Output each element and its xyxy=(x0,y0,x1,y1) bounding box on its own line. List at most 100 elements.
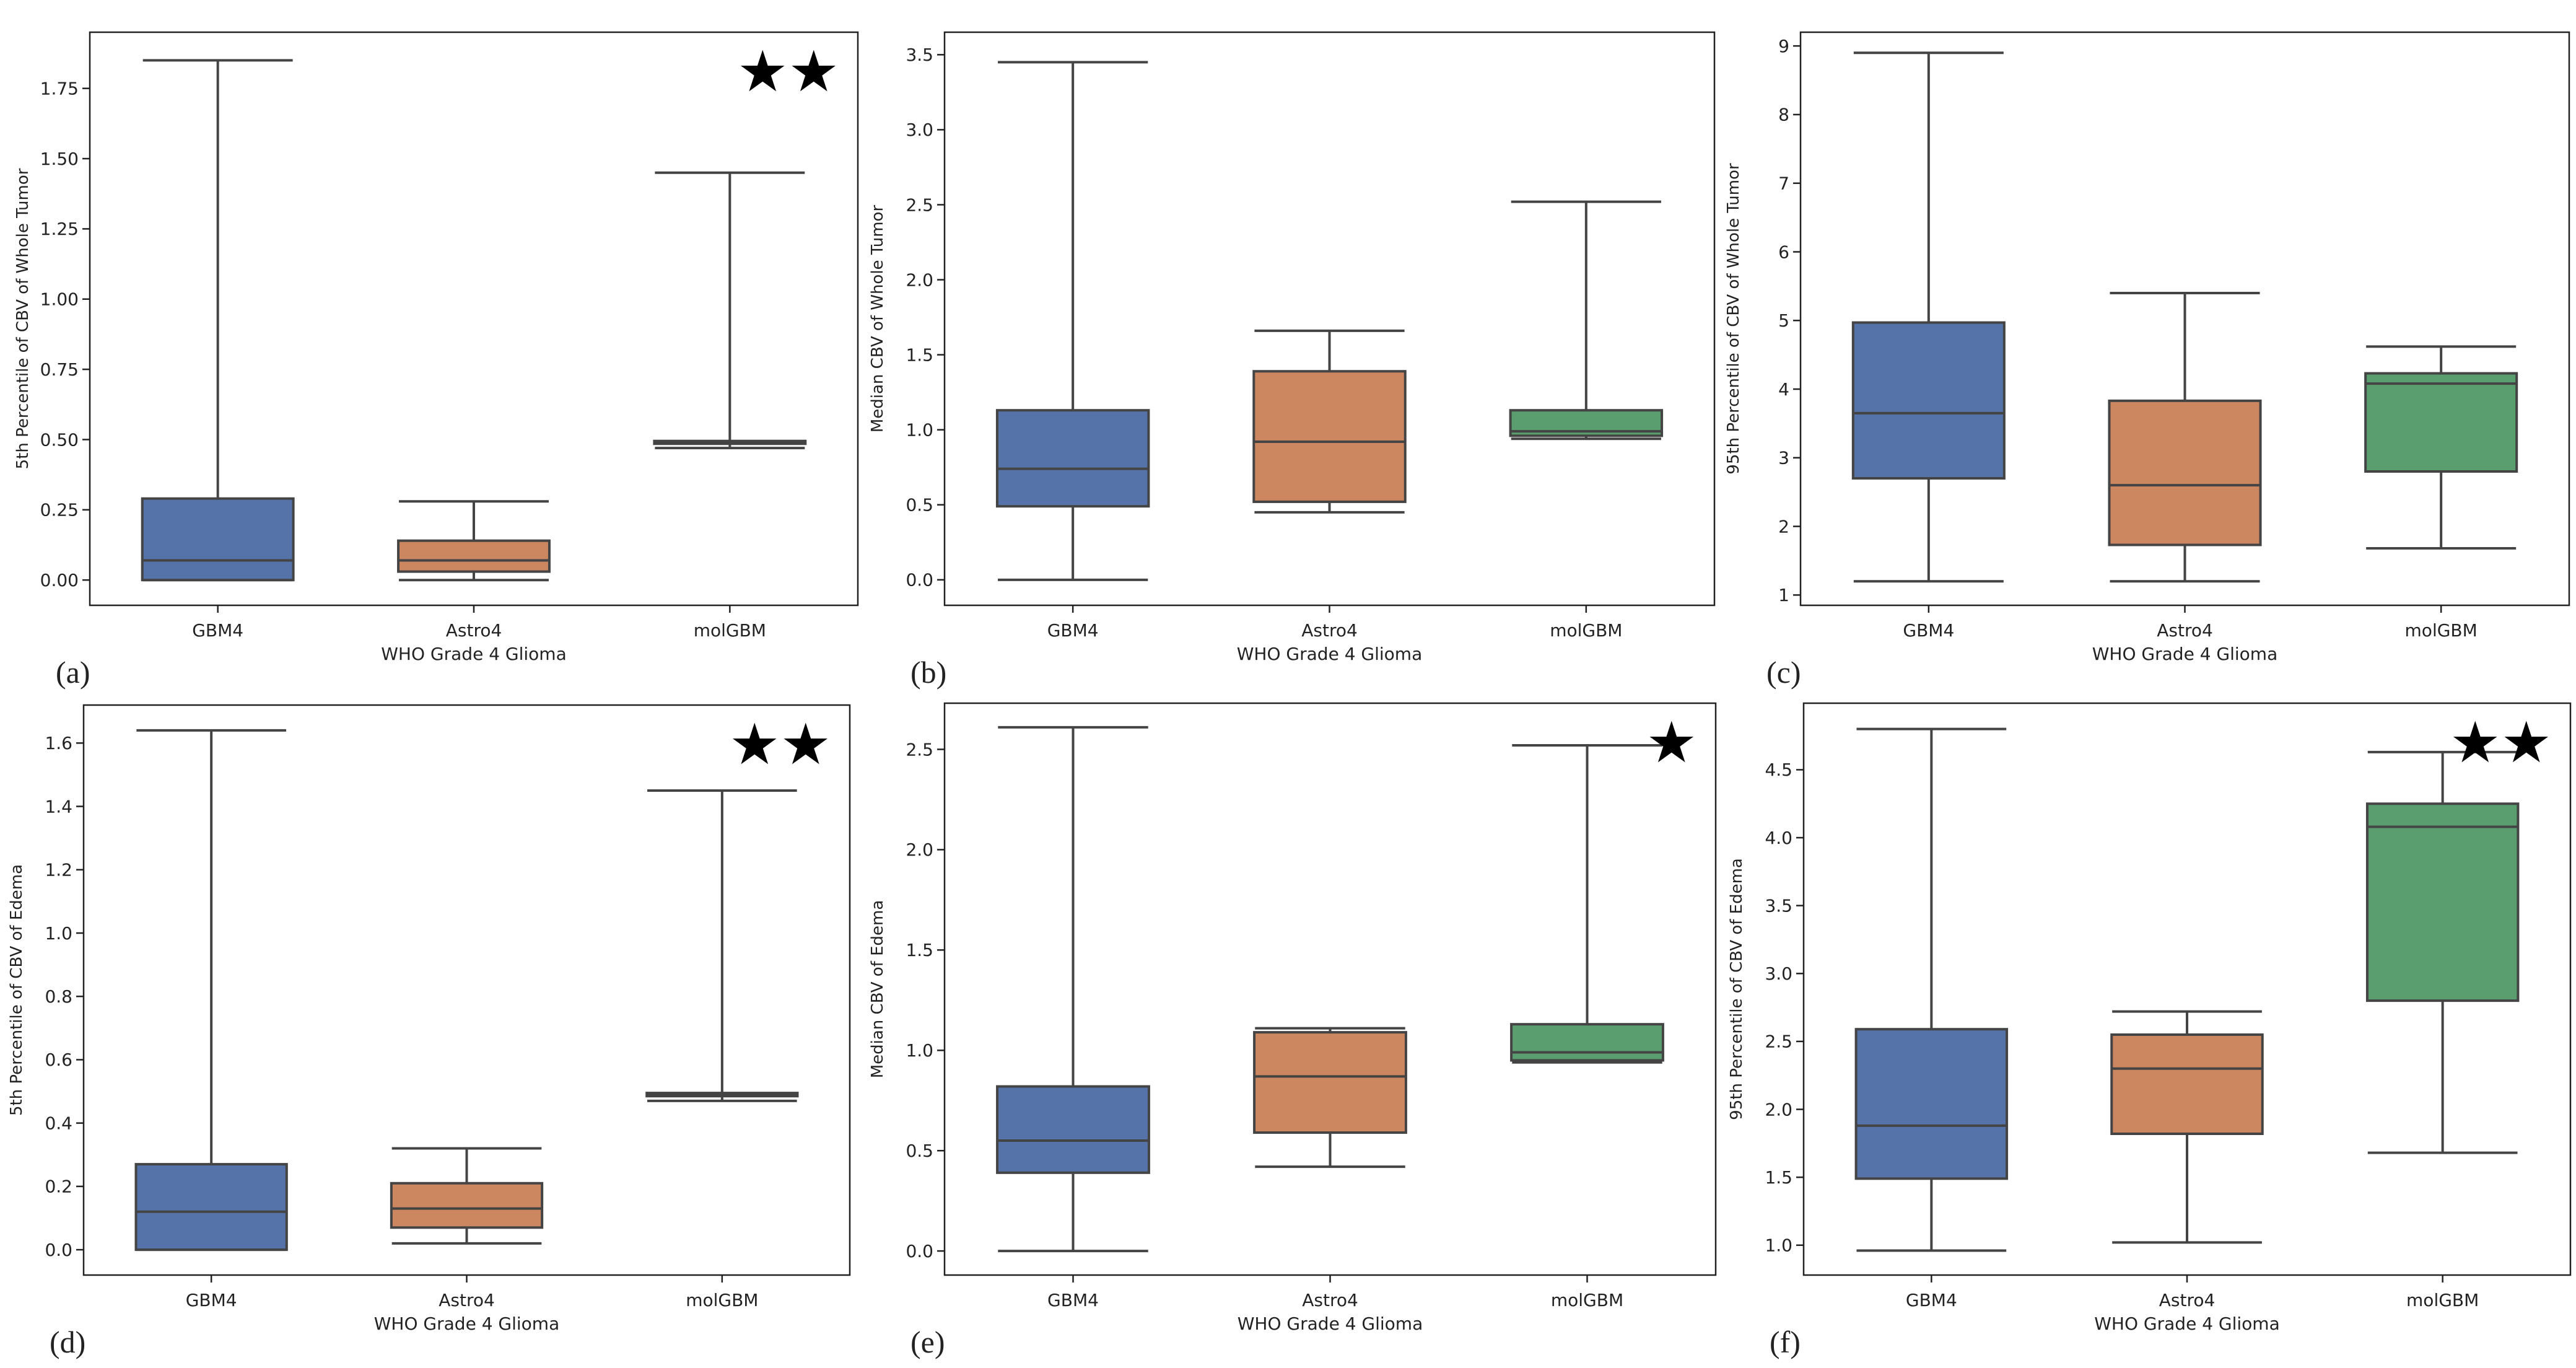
y-tick-label: 5 xyxy=(1778,310,1789,331)
y-tick-label: 3.0 xyxy=(1765,963,1792,984)
plot-frame xyxy=(943,31,1716,607)
x-axis-label: WHO Grade 4 Glioma xyxy=(2092,644,2277,664)
y-tick-label: 4 xyxy=(1778,379,1789,400)
y-axis-label: 95th Percentile of CBV of Edema xyxy=(1727,858,1746,1120)
iqr-box xyxy=(996,1085,1150,1174)
y-axis-label: 95th Percentile of CBV of Whole Tumor xyxy=(1724,163,1743,475)
y-tick-label: 2.0 xyxy=(906,840,933,860)
y-tick-label: 0.5 xyxy=(906,495,933,515)
y-tick-label: 3 xyxy=(1778,448,1789,468)
iqr-box xyxy=(141,497,295,582)
x-tick-label: GBM4 xyxy=(1047,620,1099,641)
iqr-box xyxy=(1253,1031,1407,1134)
iqr-box xyxy=(995,409,1150,508)
significance-stars: ★★ xyxy=(2450,709,2552,776)
panel-label: (a) xyxy=(56,655,90,690)
box-gbm4 xyxy=(134,729,288,1252)
y-tick-label: 4.5 xyxy=(1765,760,1792,780)
y-tick-label: 1.0 xyxy=(906,1040,933,1061)
box-molgbm xyxy=(653,171,807,450)
y-tick-label: 0.6 xyxy=(45,1050,72,1070)
x-tick-label: GBM4 xyxy=(1047,1290,1099,1310)
y-tick-label: 1 xyxy=(1778,585,1789,605)
y-tick-label: 1.5 xyxy=(1765,1167,1792,1188)
y-tick-label: 1.5 xyxy=(906,940,933,960)
y-axis-label: 5th Percentile of CBV of Whole Tumor xyxy=(14,168,32,469)
y-tick-label: 2.0 xyxy=(906,270,933,290)
y-tick-label: 2.5 xyxy=(906,739,933,760)
iqr-box xyxy=(2110,1033,2264,1135)
y-tick-label: 1.25 xyxy=(40,219,79,239)
box-astro4 xyxy=(2108,291,2262,583)
x-tick-label: GBM4 xyxy=(192,620,243,641)
chart-panel: 1 2 3 4 5 6 7 8 9 GBM4 Astro4 molGBM WHO Grade 4 Gli… xyxy=(1724,31,2570,690)
box-astro4 xyxy=(2110,1010,2264,1244)
box-molgbm xyxy=(2364,345,2518,550)
y-tick-label: 8 xyxy=(1778,105,1789,125)
panel-label: (c) xyxy=(1766,655,1801,690)
panel-label: (d) xyxy=(50,1325,85,1359)
y-tick-label: 1.0 xyxy=(906,419,933,440)
chart-panel: 0.0 0.2 0.4 0.6 0.8 1.0 1.2 1.4 1.6 GBM4 Astro4 mol… xyxy=(7,704,851,1359)
box-gbm4 xyxy=(995,61,1150,581)
y-tick-label: 0.0 xyxy=(45,1240,72,1260)
box-gbm4 xyxy=(996,726,1150,1253)
y-tick-label: 0.25 xyxy=(40,500,79,520)
y-tick-label: 0.2 xyxy=(45,1177,72,1197)
y-tick-label: 1.75 xyxy=(40,78,79,99)
y-tick-label: 2 xyxy=(1778,516,1789,537)
x-tick-label: GBM4 xyxy=(1903,620,1954,641)
box-molgbm xyxy=(1509,200,1664,441)
y-tick-label: 3.0 xyxy=(906,120,933,140)
x-axis-label: WHO Grade 4 Glioma xyxy=(1238,1313,1423,1334)
y-tick-label: 0.5 xyxy=(906,1141,933,1161)
box-astro4 xyxy=(390,1147,544,1245)
box-astro4 xyxy=(1253,1027,1407,1168)
x-tick-label: molGBM xyxy=(1551,1290,1623,1310)
iqr-box xyxy=(1510,1023,1664,1062)
x-tick-label: molGBM xyxy=(1550,620,1622,641)
y-tick-label: 7 xyxy=(1778,173,1789,194)
box-gbm4 xyxy=(1854,727,2009,1252)
iqr-box xyxy=(2108,399,2262,546)
x-tick-label: GBM4 xyxy=(186,1290,237,1310)
x-axis-label: WHO Grade 4 Glioma xyxy=(381,644,566,664)
chart-panel: 1.0 1.5 2.0 2.5 3.0 3.5 4.0 4.5 GBM4 Astro4 molGBM… xyxy=(1727,702,2572,1359)
y-tick-label: 2.0 xyxy=(1765,1099,1792,1120)
x-tick-label: Astro4 xyxy=(1302,1290,1358,1310)
y-tick-label: 1.50 xyxy=(40,149,79,169)
box-astro4 xyxy=(397,500,551,582)
y-tick-label: 4.0 xyxy=(1765,828,1792,848)
y-tick-label: 0.00 xyxy=(40,570,79,590)
panel-label: (e) xyxy=(910,1325,945,1359)
y-tick-label: 1.00 xyxy=(40,289,79,310)
x-axis-label: WHO Grade 4 Glioma xyxy=(1237,644,1422,664)
y-tick-label: 1.2 xyxy=(45,860,72,880)
iqr-box xyxy=(1851,321,2006,480)
iqr-box xyxy=(2365,802,2520,1002)
chart-panel: 0.0 0.5 1.0 1.5 2.0 2.5 GBM4 Astro4 molGBM WHO Gr… xyxy=(868,702,1717,1359)
x-tick-label: Astro4 xyxy=(446,620,502,641)
y-tick-label: 3.5 xyxy=(906,45,933,65)
y-tick-label: 2.5 xyxy=(906,195,933,215)
x-tick-label: molGBM xyxy=(2405,620,2478,641)
y-axis-label: Median CBV of Edema xyxy=(868,900,887,1079)
iqr-box xyxy=(134,1163,288,1252)
box-gbm4 xyxy=(1851,51,2006,583)
significance-stars: ★ xyxy=(1646,709,1697,776)
y-tick-label: 6 xyxy=(1778,242,1789,262)
y-axis-label: 5th Percentile of CBV of Edema xyxy=(7,864,26,1116)
y-tick-label: 0.50 xyxy=(40,429,79,450)
x-tick-label: GBM4 xyxy=(1906,1290,1957,1310)
x-tick-label: molGBM xyxy=(686,1290,758,1310)
panel-label: (f) xyxy=(1770,1325,1801,1359)
y-tick-label: 2.5 xyxy=(1765,1032,1792,1052)
panel-label: (b) xyxy=(910,655,946,690)
significance-stars: ★★ xyxy=(737,38,839,105)
x-tick-label: Astro4 xyxy=(2157,620,2213,641)
x-tick-label: Astro4 xyxy=(2159,1290,2216,1310)
y-tick-label: 0.4 xyxy=(45,1113,72,1133)
y-tick-label: 0.0 xyxy=(906,570,933,590)
y-tick-label: 1.6 xyxy=(45,733,72,753)
box-molgbm xyxy=(2365,750,2520,1154)
